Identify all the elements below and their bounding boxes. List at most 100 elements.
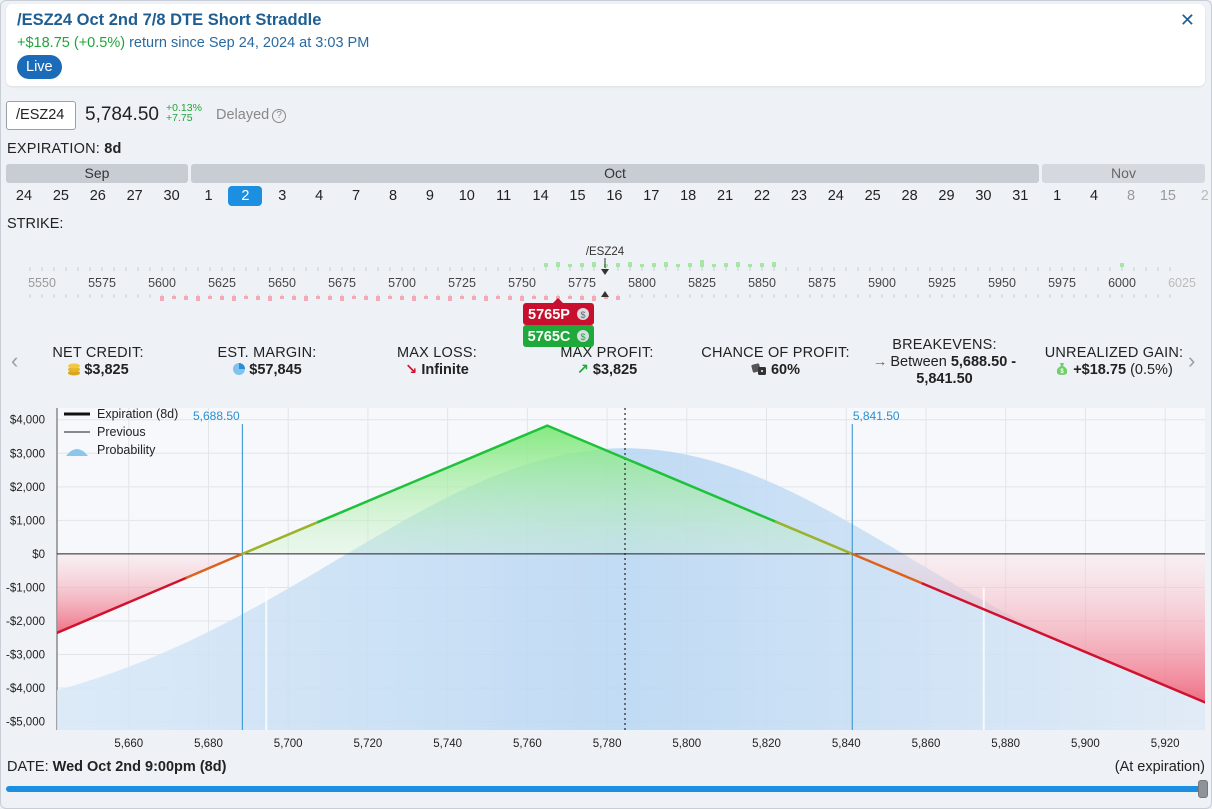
strike-tick-label[interactable]: 5600 bbox=[148, 276, 176, 290]
month-nov[interactable]: Nov bbox=[1042, 164, 1205, 183]
put-volume-bar bbox=[376, 296, 380, 301]
metric-breakevens: BREAKEVENS: → Between 5,688.50 - 5,841.50 bbox=[862, 337, 1027, 387]
strike-tick-label[interactable]: 5650 bbox=[268, 276, 296, 290]
put-volume-bar bbox=[400, 296, 404, 300]
month-sep[interactable]: Sep bbox=[6, 164, 188, 183]
date-slider-track[interactable] bbox=[6, 786, 1204, 792]
strike-tick-label[interactable]: 5925 bbox=[928, 276, 956, 290]
strike-tick-label[interactable]: 5825 bbox=[688, 276, 716, 290]
strike-tick-label[interactable]: 5975 bbox=[1048, 276, 1076, 290]
expiration-day-nov-4[interactable]: 4 bbox=[1090, 188, 1099, 204]
underlying-marker-label: /ESZ24 bbox=[586, 246, 625, 258]
x-tick-label: 5,700 bbox=[274, 738, 303, 750]
strike-tick-label[interactable]: 5725 bbox=[448, 276, 476, 290]
return-line: +$18.75 (+0.5%) return since Sep 24, 202… bbox=[17, 35, 369, 51]
expiration-day-oct-25[interactable]: 25 bbox=[864, 188, 881, 204]
expiration-day-oct-10[interactable]: 10 bbox=[458, 188, 475, 204]
strike-tick-label[interactable]: 5700 bbox=[388, 276, 416, 290]
y-tick-label: -$5,000 bbox=[6, 717, 45, 729]
expiration-day-sep-25[interactable]: 25 bbox=[52, 188, 69, 204]
put-volume-bar bbox=[604, 296, 608, 299]
call-volume-bar bbox=[712, 264, 716, 267]
pnl-segment-profit-left bbox=[317, 424, 549, 524]
expiration-day-oct-9[interactable]: 9 bbox=[425, 188, 434, 204]
expiration-day-oct-16[interactable]: 16 bbox=[606, 188, 623, 204]
put-volume-bar bbox=[280, 296, 284, 299]
pnl-segment-profit-right bbox=[546, 424, 778, 524]
strike-tick-label[interactable]: 5875 bbox=[808, 276, 836, 290]
strike-tick-label[interactable]: 5850 bbox=[748, 276, 776, 290]
expiration-day-oct-15[interactable]: 15 bbox=[569, 188, 586, 204]
put-volume-bar bbox=[424, 296, 428, 299]
pnl-segment-transition-right-profit bbox=[774, 520, 854, 556]
strike-tick-label[interactable]: 5675 bbox=[328, 276, 356, 290]
expiration-day-oct-24[interactable]: 24 bbox=[827, 188, 844, 204]
expiration-day-oct-18[interactable]: 18 bbox=[680, 188, 697, 204]
expiration-day-sep-24[interactable]: 24 bbox=[15, 188, 33, 204]
strike-tick-label[interactable]: 5575 bbox=[88, 276, 116, 290]
change-pct: +0.13% bbox=[166, 102, 202, 114]
expiration-day-nov-15[interactable]: 15 bbox=[1159, 188, 1176, 204]
expiration-day-oct-30[interactable]: 30 bbox=[975, 188, 992, 204]
y-tick-label: $1,000 bbox=[10, 515, 45, 527]
breakeven-label-high: 5,841.50 bbox=[853, 409, 900, 423]
metrics-next-arrow[interactable]: › bbox=[1188, 348, 1196, 373]
date-slider-handle[interactable] bbox=[1198, 780, 1208, 798]
expiration-day-oct-31[interactable]: 31 bbox=[1012, 188, 1029, 204]
chance-label: CHANCE OF PROFIT: bbox=[701, 345, 850, 361]
symbol-input[interactable]: /ESZ24 bbox=[6, 101, 76, 130]
strike-tick-label[interactable]: 5900 bbox=[868, 276, 896, 290]
help-icon[interactable]: ? bbox=[272, 109, 287, 123]
expiration-day-nov-2[interactable]: 2 bbox=[1200, 188, 1209, 204]
expiration-day-oct-4[interactable]: 4 bbox=[315, 188, 324, 204]
expiration-day-oct-21[interactable]: 21 bbox=[717, 188, 734, 204]
expiration-day-oct-29[interactable]: 29 bbox=[938, 188, 955, 204]
expiration-day-oct-3[interactable]: 3 bbox=[278, 188, 287, 204]
strike-tick-label[interactable]: 5950 bbox=[988, 276, 1016, 290]
metrics-prev-arrow[interactable]: ‹ bbox=[11, 348, 19, 373]
net-credit-label: NET CREDIT: bbox=[52, 345, 144, 361]
expiration-day-sep-26[interactable]: 26 bbox=[89, 188, 106, 204]
strike-tick-label[interactable]: 5775 bbox=[568, 276, 596, 290]
strike-tick-label[interactable]: 5750 bbox=[508, 276, 536, 290]
expiration-day-sep-30[interactable]: 30 bbox=[163, 188, 180, 204]
put-leg-dollar-icon: $ bbox=[580, 310, 585, 320]
expiration-day-oct-7[interactable]: 7 bbox=[352, 188, 361, 204]
expiration-day-oct-1[interactable]: 1 bbox=[204, 188, 213, 204]
expiration-day-oct-17[interactable]: 17 bbox=[643, 188, 660, 204]
expiration-day-oct-11[interactable]: 11 bbox=[496, 188, 512, 204]
put-volume-bar bbox=[568, 296, 572, 299]
expiration-day-nov-1[interactable]: 1 bbox=[1053, 188, 1062, 204]
expiration-day-oct-28[interactable]: 28 bbox=[901, 188, 918, 204]
delayed-indicator[interactable]: Delayed? bbox=[216, 107, 287, 123]
pnl-chart[interactable]: 5,688.50 5,841.50 $4,000 $3,000 $2,000 $1,0… bbox=[0, 404, 1212, 754]
expiration-day-sep-27[interactable]: 27 bbox=[126, 188, 143, 204]
underlying-price: 5,784.50 bbox=[85, 104, 159, 125]
strike-tick-label[interactable]: 5625 bbox=[208, 276, 236, 290]
expiration-day-oct-23[interactable]: 23 bbox=[790, 188, 807, 204]
strike-tick-label[interactable]: 6000 bbox=[1108, 276, 1136, 290]
underlying-marker-arrow-top bbox=[601, 269, 609, 275]
call-volume-bar bbox=[628, 262, 632, 267]
strike-tick-label[interactable]: 6025 bbox=[1168, 276, 1196, 290]
call-volume-bar bbox=[676, 264, 680, 267]
expiration-day-oct-2[interactable]: 2 bbox=[228, 186, 263, 206]
expiration-day-nov-8[interactable]: 8 bbox=[1126, 188, 1136, 204]
x-tick-label: 5,820 bbox=[752, 738, 781, 750]
call-leg-chip[interactable]: 5765C $ bbox=[523, 325, 594, 347]
strike-tick-label[interactable]: 5800 bbox=[628, 276, 656, 290]
metric-net-credit: NET CREDIT: $3,825 bbox=[48, 345, 148, 378]
strike-tick-label[interactable]: 5550 bbox=[28, 276, 56, 290]
expiration-day-oct-14[interactable]: 14 bbox=[532, 188, 549, 204]
expiration-day-oct-8[interactable]: 8 bbox=[388, 188, 398, 204]
breakevens-value-high: 5,841.50 bbox=[916, 371, 973, 387]
month-oct[interactable]: Oct bbox=[191, 164, 1039, 183]
expiration-day-oct-22[interactable]: 22 bbox=[753, 188, 771, 204]
dice-icon bbox=[751, 363, 766, 375]
close-icon[interactable]: ✕ bbox=[1179, 10, 1195, 30]
strike-ladder[interactable]: 5550 5575 5600 5625 5650 5675 5700 5725 5750 5775… bbox=[0, 240, 1212, 350]
put-leg-chip[interactable]: 5765P $ bbox=[523, 298, 594, 325]
date-value: Wed Oct 2nd 9:00pm (8d) bbox=[52, 759, 227, 775]
change-abs: +7.75 bbox=[166, 112, 193, 124]
call-volume-bar bbox=[748, 264, 752, 267]
